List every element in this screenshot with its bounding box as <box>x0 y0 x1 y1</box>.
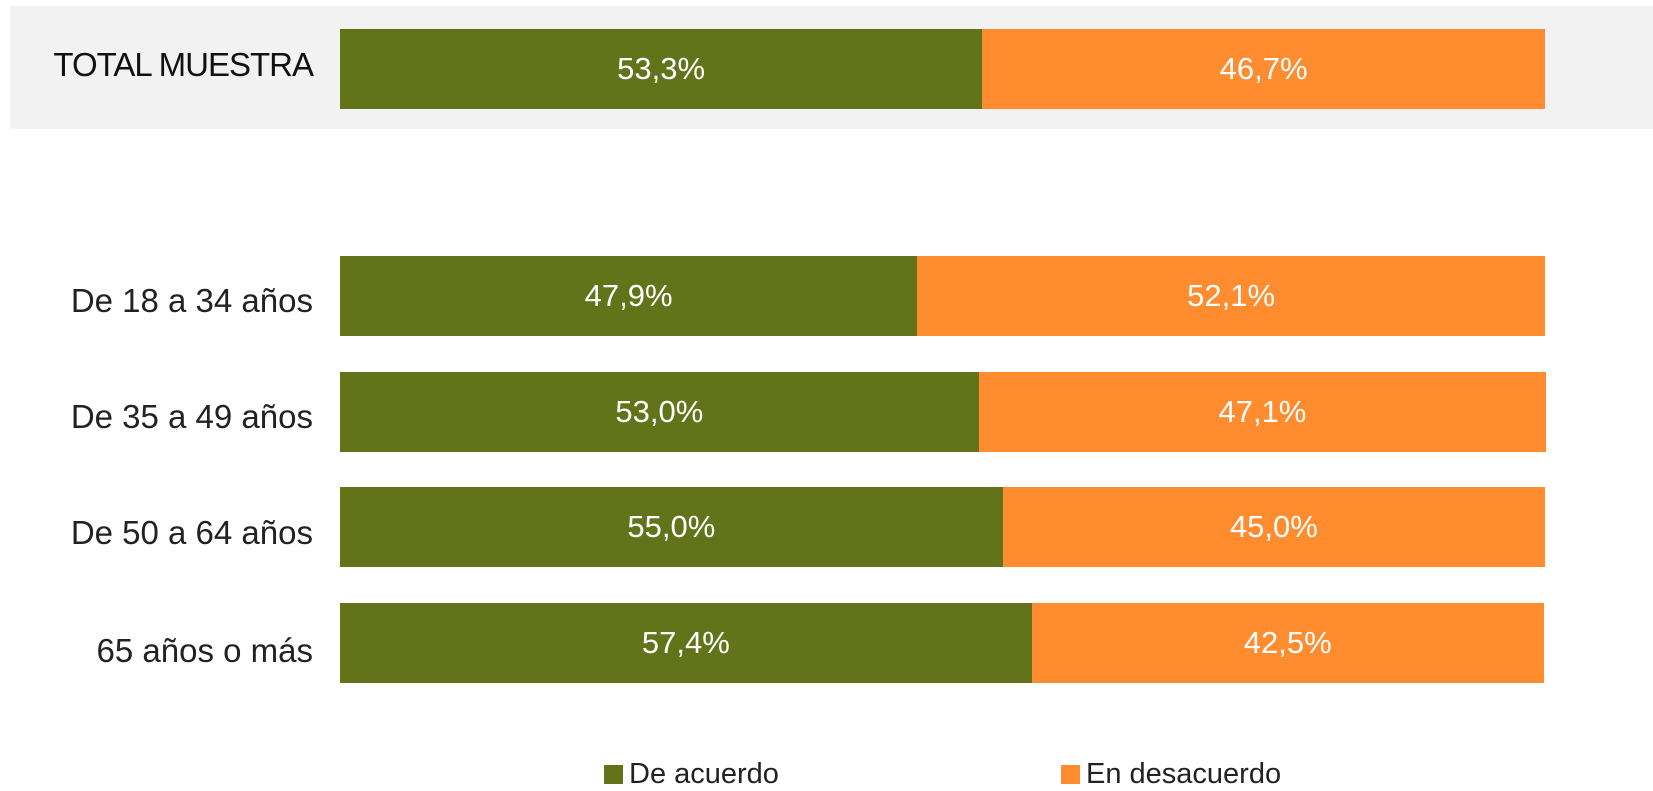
legend-item-de-acuerdo: De acuerdo <box>604 760 779 789</box>
bar-en-desacuerdo-de-50-a-64-anos <box>1002 487 1545 567</box>
legend-swatch-de-acuerdo <box>604 765 623 784</box>
data-label-en-desacuerdo-de-35-a-49-anos: 47,1% <box>1218 394 1307 429</box>
data-label-de-acuerdo-de-18-a-34-anos: 47,9% <box>584 278 673 313</box>
bar-en-desacuerdo-total-muestra <box>982 29 1545 109</box>
legend-label-en-desacuerdo: En desacuerdo <box>1086 758 1282 790</box>
category-label-de-35-a-49-anos: De 35 a 49 años <box>70 398 313 435</box>
data-label-de-acuerdo-65-anos-o-mas: 57,4% <box>641 625 730 660</box>
data-label-en-desacuerdo-de-50-a-64-anos: 45,0% <box>1229 509 1318 544</box>
bar-de-acuerdo-de-50-a-64-anos <box>340 487 1003 567</box>
bar-en-desacuerdo-65-anos-o-mas <box>1031 603 1544 683</box>
data-label-en-desacuerdo-de-18-a-34-anos: 52,1% <box>1187 278 1276 313</box>
data-label-de-acuerdo-de-50-a-64-anos: 55,0% <box>627 509 716 544</box>
bar-de-acuerdo-de-35-a-49-anos <box>340 372 979 452</box>
legend-label-de-acuerdo: De acuerdo <box>629 758 779 790</box>
bar-en-desacuerdo-de-35-a-49-anos <box>978 372 1547 452</box>
legend: De acuerdo En desacuerdo <box>0 760 1653 791</box>
data-label-de-acuerdo-total-muestra: 53,3% <box>617 51 706 86</box>
bar-de-acuerdo-de-18-a-34-anos <box>340 256 918 336</box>
category-label-65-anos-o-mas: 65 años o más <box>96 632 313 669</box>
data-label-en-desacuerdo-65-anos-o-mas: 42,5% <box>1243 625 1332 660</box>
legend-item-en-desacuerdo: En desacuerdo <box>1061 760 1281 789</box>
bar-en-desacuerdo-de-18-a-34-anos <box>917 256 1545 336</box>
category-label-de-18-a-34-anos: De 18 a 34 años <box>70 282 313 319</box>
category-label-total-muestra: TOTAL MUESTRA <box>53 46 314 83</box>
bar-de-acuerdo-total-muestra <box>340 29 983 109</box>
data-label-en-desacuerdo-total-muestra: 46,7% <box>1219 51 1308 86</box>
bar-de-acuerdo-65-anos-o-mas <box>340 603 1032 683</box>
legend-swatch-en-desacuerdo <box>1061 765 1080 784</box>
data-label-de-acuerdo-de-35-a-49-anos: 53,0% <box>615 394 704 429</box>
category-label-de-50-a-64-anos: De 50 a 64 años <box>70 514 313 551</box>
